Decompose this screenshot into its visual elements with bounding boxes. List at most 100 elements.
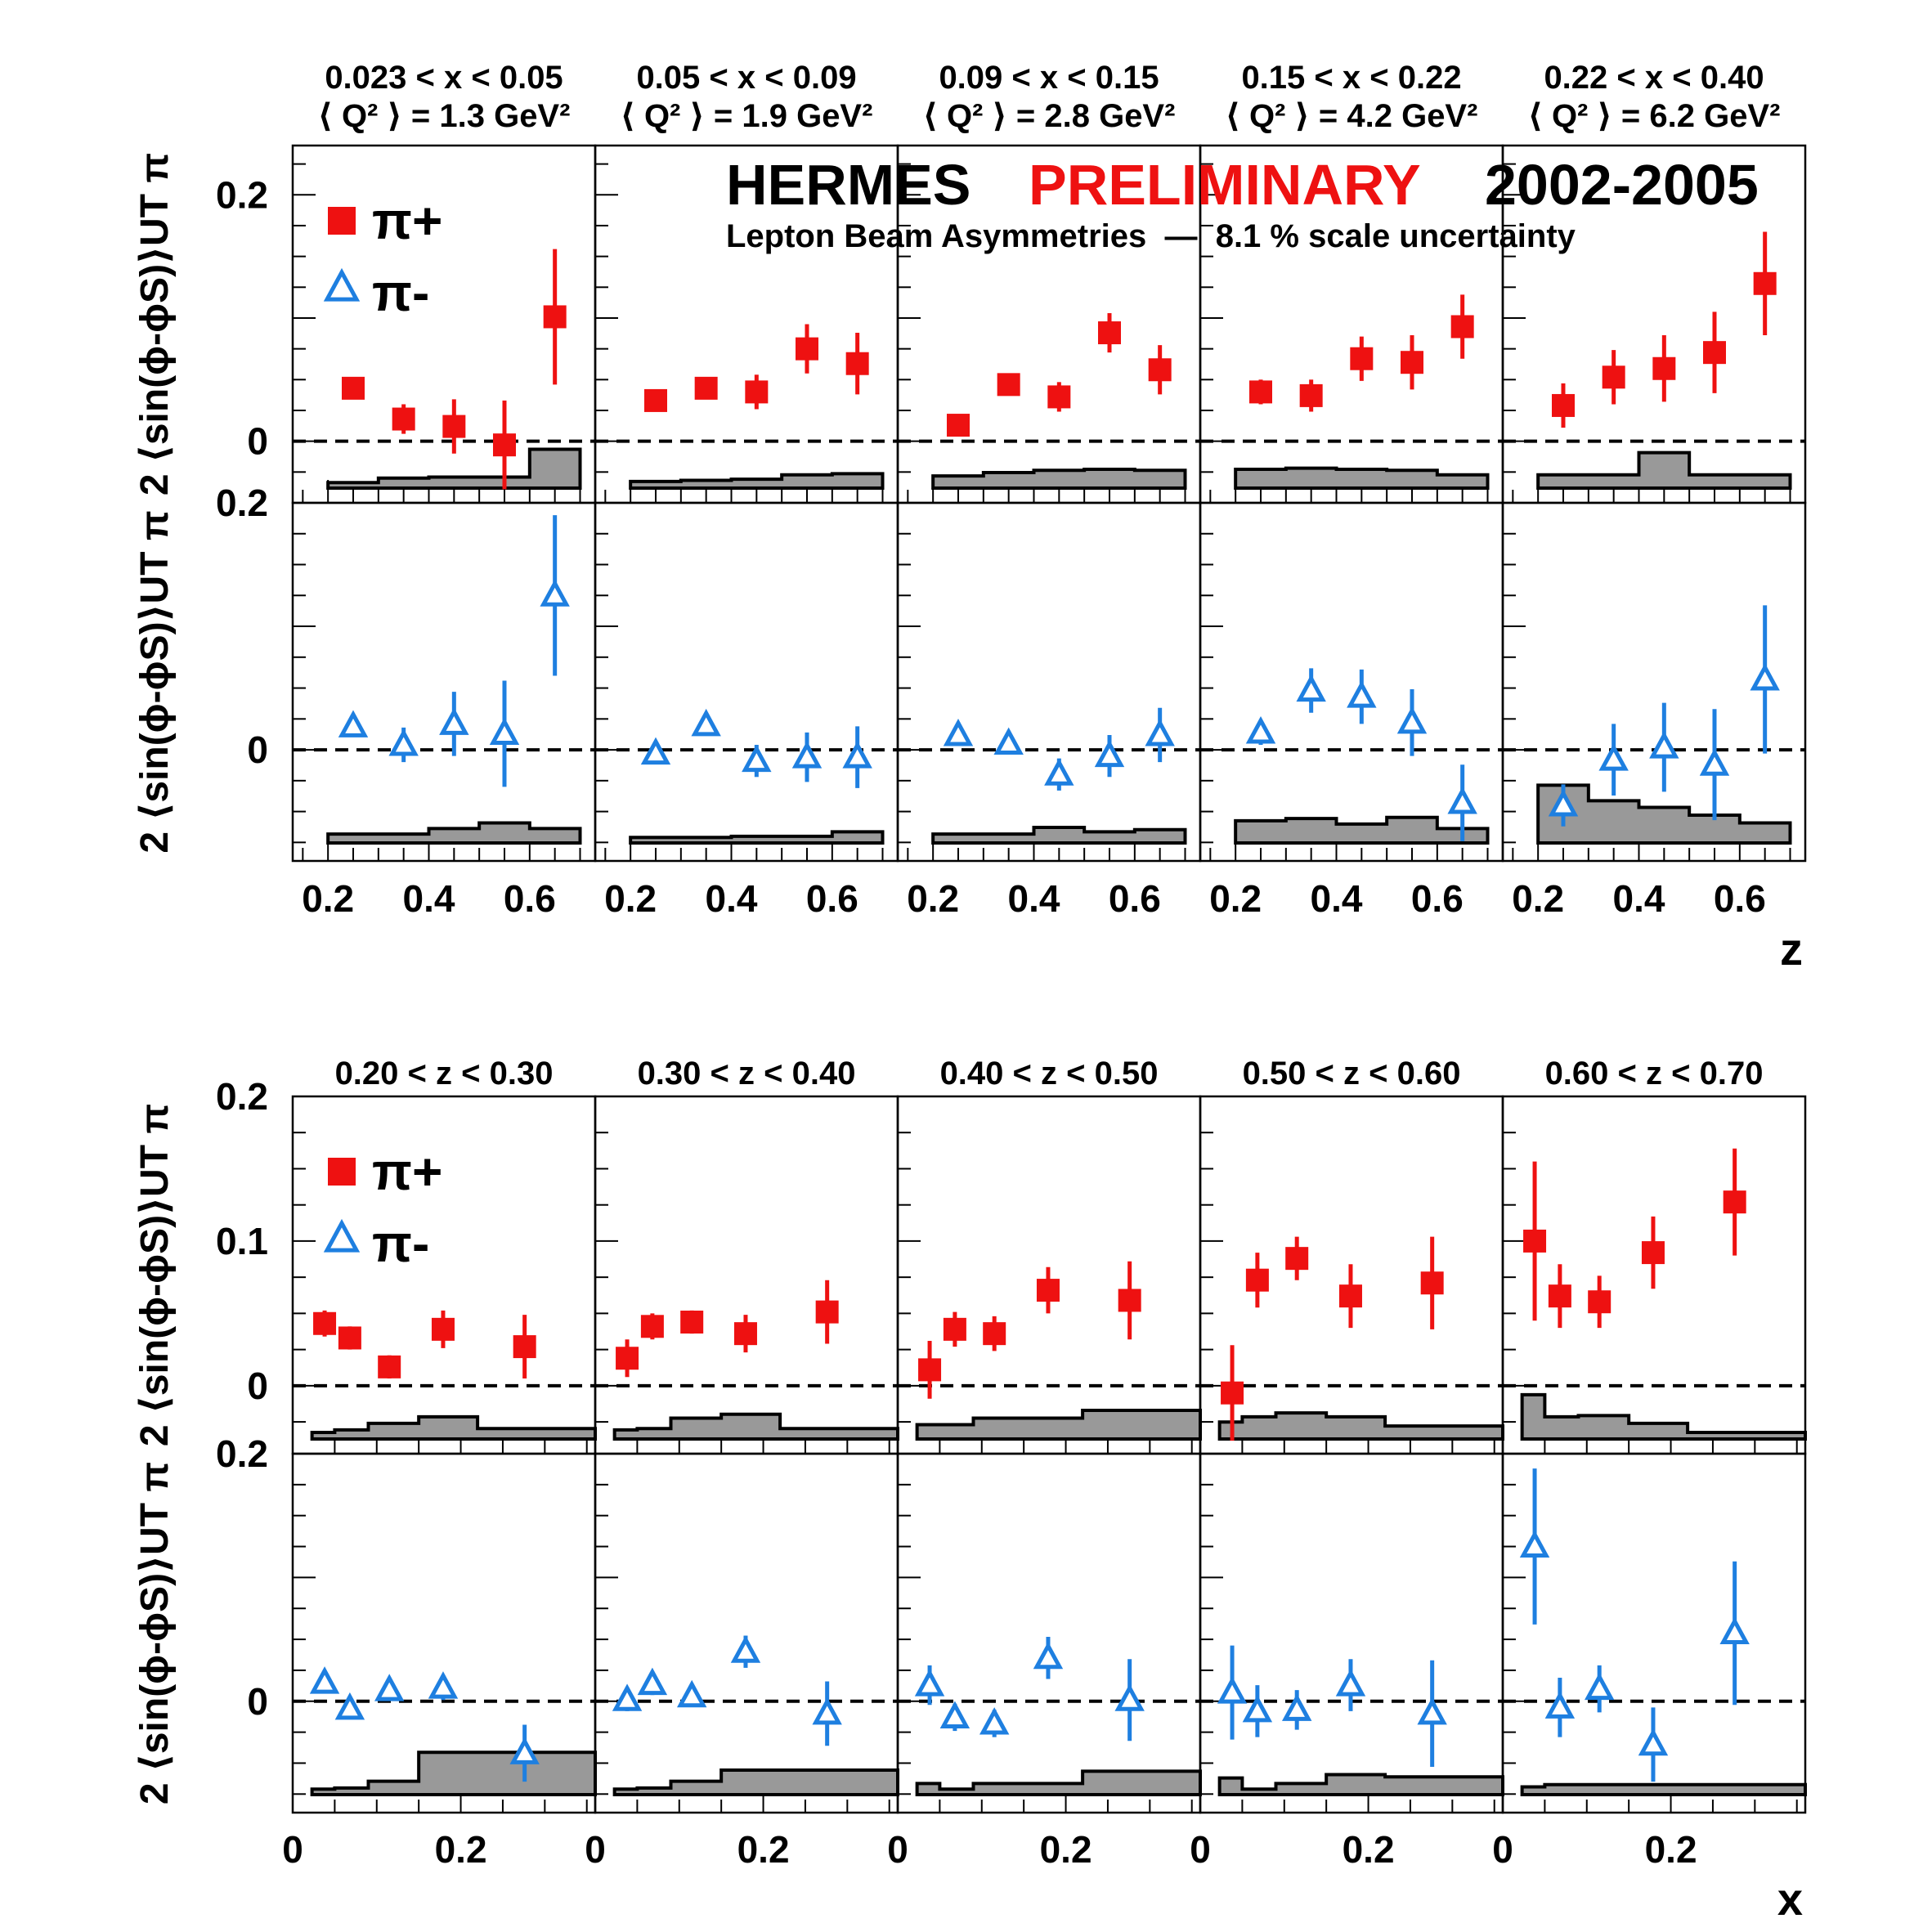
y-tick-label: 0 xyxy=(247,420,268,463)
pi-minus-point xyxy=(1750,663,1780,691)
y-axis-title-top: 2 ⟨sin(ϕ-ϕS)⟩UT π xyxy=(133,153,177,495)
pi-minus-point xyxy=(1598,743,1629,771)
pi-plus-point xyxy=(392,407,415,431)
pi-minus-point xyxy=(1335,1669,1366,1697)
legend-pi-minus-marker xyxy=(323,1218,361,1253)
pi-plus-point xyxy=(1249,380,1272,404)
pi-minus-systematic-band xyxy=(612,1768,899,1796)
legend-pi-minus-label: π- xyxy=(372,263,429,322)
panel-bottom-frame xyxy=(896,1452,1202,1814)
x-tick-label: 0.2 xyxy=(737,1828,790,1871)
pi-minus-point xyxy=(1649,731,1679,759)
panel-bottom-frame xyxy=(896,501,1202,863)
x-tick-label: 0.6 xyxy=(806,877,858,920)
legend: π+ π- xyxy=(323,1142,442,1273)
pi-minus-systematic-band xyxy=(1217,1773,1504,1796)
x-tick-label: 0.4 xyxy=(1613,877,1665,920)
pi-plus-point xyxy=(1148,358,1172,382)
pi-plus-point xyxy=(796,337,818,361)
pi-plus-point xyxy=(1338,1284,1362,1308)
pi-plus-systematic-band xyxy=(326,447,582,490)
pi-minus-point xyxy=(1094,739,1125,768)
header-layer: HERMES PRELIMINARY 2002-2005 Lepton Beam… xyxy=(726,153,1759,254)
x-tick-label: 0.2 xyxy=(1343,1828,1395,1871)
panel-top-frame xyxy=(594,1095,899,1455)
pi-minus-point xyxy=(1417,1697,1447,1725)
pi-minus-point xyxy=(730,1635,761,1663)
x-axis-title: z xyxy=(1780,923,1803,975)
x-tick-label: 0.2 xyxy=(302,877,354,920)
pi-minus-point xyxy=(1544,1691,1576,1719)
y-tick-label: 0.2 xyxy=(216,482,268,524)
pi-minus-point xyxy=(742,744,772,773)
years-label: 2002-2005 xyxy=(1485,153,1759,217)
pi-minus-point xyxy=(338,710,369,737)
y-axis-title-bottom: 2 ⟨sin(ϕ-ϕS)⟩UT π xyxy=(133,1462,177,1804)
y-tick-label: 0.2 xyxy=(216,1432,268,1475)
hermes-label: HERMES xyxy=(726,153,970,217)
legend: π+ π- xyxy=(323,191,442,322)
pi-plus-systematic-band xyxy=(915,1408,1202,1441)
pi-plus-systematic-band xyxy=(629,472,885,490)
pi-minus-point xyxy=(1114,1683,1145,1711)
panel-label-q2: ⟨ Q² ⟩ = 1.9 GeV² xyxy=(621,98,873,134)
panel-x-3 xyxy=(896,1095,1202,1814)
pi-plus-point xyxy=(1221,1381,1244,1405)
preliminary-label: PRELIMINARY xyxy=(1029,153,1421,217)
pi-minus-point xyxy=(439,707,469,735)
pi-minus-point xyxy=(1296,674,1326,702)
pi-minus-point xyxy=(1447,787,1477,814)
x-tick-label: 0.6 xyxy=(1411,877,1464,920)
panel-label-q2: ⟨ Q² ⟩ = 4.2 GeV² xyxy=(1226,98,1478,134)
pi-minus-point xyxy=(791,741,823,769)
pi-minus-point xyxy=(1584,1672,1615,1701)
pi-plus-point xyxy=(997,373,1020,397)
panel-bottom-frame xyxy=(1501,501,1807,863)
pi-minus-systematic-band xyxy=(1234,815,1490,845)
x-tick-label: 0.2 xyxy=(1512,877,1564,920)
pi-plus-point xyxy=(1350,347,1374,370)
panel-label: 0.30 < z < 0.40 xyxy=(638,1056,856,1092)
pi-plus-point xyxy=(845,352,869,375)
y-tick-label: 0 xyxy=(247,1365,268,1407)
pi-plus-systematic-band xyxy=(1520,1392,1807,1441)
pi-plus-point xyxy=(1703,341,1726,365)
panel-label: 0.023 < x < 0.05 xyxy=(325,60,563,96)
x-tick-label: 0 xyxy=(585,1828,606,1871)
pi-minus-point xyxy=(1033,1641,1064,1670)
pi-plus-point xyxy=(640,1315,664,1338)
pi-minus-point xyxy=(812,1697,842,1725)
pi-plus-point xyxy=(1602,365,1625,389)
pi-plus-point xyxy=(1641,1241,1665,1265)
pi-minus-point xyxy=(1548,789,1579,817)
pi-plus-point xyxy=(1523,1229,1547,1253)
pi-minus-point xyxy=(637,1667,668,1696)
pi-plus-point xyxy=(1420,1271,1444,1295)
panel-bottom-frame xyxy=(594,501,899,863)
pi-minus-point xyxy=(1145,719,1175,746)
x-tick-label: 0 xyxy=(887,1828,908,1871)
x-tick-label: 0.2 xyxy=(435,1828,487,1871)
pi-plus-point xyxy=(1285,1247,1309,1271)
x-tick-label: 0.4 xyxy=(1311,877,1363,920)
pi-plus-point xyxy=(947,414,970,437)
panel-label: 0.15 < x < 0.22 xyxy=(1241,60,1461,96)
pi-plus-systematic-band xyxy=(1217,1411,1504,1441)
pi-plus-point xyxy=(733,1322,757,1346)
panel-z-4 xyxy=(1199,144,1504,863)
pi-plus-point xyxy=(815,1300,839,1324)
panel-label: 0.20 < z < 0.30 xyxy=(335,1056,554,1092)
panel-label-q2: ⟨ Q² ⟩ = 1.3 GeV² xyxy=(318,98,571,134)
pi-plus-point xyxy=(1450,315,1474,338)
legend-pi-minus-label: π- xyxy=(372,1214,429,1273)
panel-bottom-frame xyxy=(291,501,597,863)
panel-label: 0.09 < x < 0.15 xyxy=(939,60,1159,96)
legend-pi-plus-marker xyxy=(328,207,356,235)
x-tick-label: 0.2 xyxy=(1645,1828,1697,1871)
x-tick-label: 0.6 xyxy=(504,877,556,920)
pi-minus-point xyxy=(509,1737,540,1764)
pi-minus-point xyxy=(993,727,1024,755)
pi-plus-systematic-band xyxy=(931,467,1187,490)
pi-minus-point xyxy=(1044,758,1074,786)
